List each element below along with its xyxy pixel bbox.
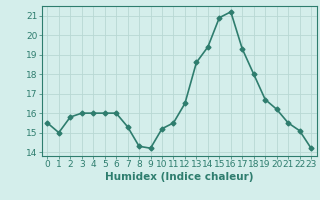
X-axis label: Humidex (Indice chaleur): Humidex (Indice chaleur) <box>105 172 253 182</box>
